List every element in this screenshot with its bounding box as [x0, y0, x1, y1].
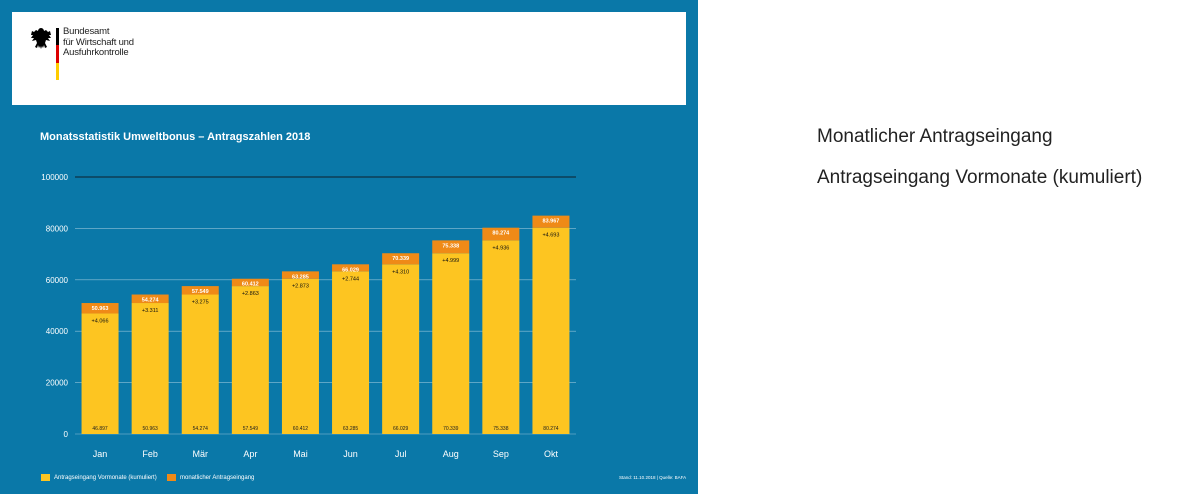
- bar-total-label: 83.967: [543, 219, 560, 225]
- bar-value-label: 50.963: [143, 426, 159, 432]
- bar-total-label: 66.029: [342, 267, 359, 273]
- bar-increment-label: +3.275: [192, 300, 209, 306]
- bar-cumulative: [482, 240, 520, 434]
- bar-monthly: [281, 271, 319, 279]
- chart-title: Monatsstatistik Umweltbonus – Antragszah…: [40, 131, 311, 143]
- legend-item-monthly: monatlicher Antragseingang: [167, 474, 254, 481]
- legend-swatch: [41, 474, 50, 481]
- bar-cumulative: [81, 313, 119, 434]
- bar-value-label: 75.338: [493, 426, 509, 432]
- brand-line: Ausfuhrkontrolle: [63, 47, 129, 58]
- bar-monthly: [532, 215, 570, 228]
- bar-cumulative: [181, 294, 219, 434]
- legend-item-cumulative: Antragseingang Vormonate (kumuliert): [41, 474, 157, 481]
- bar-cumulative: [532, 227, 570, 434]
- bar-increment-label: +4.999: [442, 258, 459, 264]
- bar-increment-label: +4.936: [492, 245, 509, 251]
- bar-increment-label: +2.863: [242, 291, 259, 297]
- bar-total-label: 60.412: [242, 282, 259, 288]
- bar-value-label: 66.029: [393, 426, 409, 432]
- bar-value-label: 46.897: [92, 426, 108, 432]
- bar-cumulative: [382, 264, 420, 434]
- bar-cumulative: [281, 278, 319, 434]
- bar-total-label: 75.338: [442, 243, 459, 249]
- bar-monthly: [231, 278, 269, 287]
- x-tick-label: Sep: [493, 449, 509, 459]
- bar-value-label: 54.274: [193, 426, 209, 432]
- source-note: Stand: 11.10.2018 | Quelle: BAFA: [619, 475, 687, 480]
- bar-total-label: 80.274: [492, 231, 510, 237]
- bar-chart: 0 20000 40000 60000 80000 100000 46.897 +4.066 5…: [41, 173, 576, 459]
- y-tick-label: 40000: [46, 327, 69, 336]
- bar-monthly: [482, 227, 520, 241]
- bar-monthly: [382, 253, 420, 265]
- bar-monthly: [81, 303, 119, 314]
- x-tick-label: Mai: [293, 449, 308, 459]
- brand-line: für Wirtschaft und: [63, 36, 134, 48]
- federal-eagle-icon: [31, 28, 51, 49]
- bar-monthly: [432, 240, 470, 254]
- legend-swatch: [167, 474, 176, 481]
- x-tick-label: Feb: [142, 449, 158, 459]
- y-tick-label: 100000: [41, 173, 68, 182]
- bar-cumulative: [432, 253, 470, 434]
- y-tick-label: 60000: [46, 276, 69, 285]
- side-label-monthly: Monatlicher Antragseingang: [817, 126, 1053, 147]
- bar-value-label: 63.285: [343, 426, 359, 432]
- x-tick-label: Apr: [243, 449, 257, 459]
- bar-total-label: 70.339: [392, 256, 409, 262]
- x-tick-label: Okt: [544, 449, 559, 459]
- bar-total-label: 50.963: [92, 306, 109, 312]
- x-tick-label: Mär: [193, 449, 209, 459]
- x-tick-label: Jan: [93, 449, 108, 459]
- bar-total-label: 54.274: [142, 298, 160, 304]
- bar-total-label: 57.549: [192, 289, 209, 295]
- bar-increment-label: +2.873: [292, 284, 309, 290]
- bar-value-label: 57.549: [243, 426, 259, 432]
- x-tick-label: Jul: [395, 449, 407, 459]
- x-tick-label: Aug: [443, 449, 459, 459]
- brand-name: Bundesamt für Wirtschaft und Ausfuhrkont…: [63, 26, 134, 59]
- bar-cumulative: [231, 286, 269, 434]
- y-tick-label: 20000: [46, 379, 69, 388]
- bar-cumulative: [131, 303, 169, 434]
- y-tick-label: 0: [64, 430, 69, 439]
- bar-increment-label: +4.066: [92, 318, 109, 324]
- header-box: [12, 12, 686, 105]
- legend-label: Antragseingang Vormonate (kumuliert): [54, 474, 157, 481]
- y-tick-label: 80000: [46, 224, 69, 233]
- bar-monthly: [131, 294, 169, 304]
- bar-increment-label: +2.744: [342, 276, 359, 282]
- x-tick-label: Jun: [343, 449, 358, 459]
- bar-value-label: 80.274: [543, 426, 559, 432]
- bar-increment-label: +4.310: [392, 269, 409, 275]
- flag-bar: [56, 28, 59, 80]
- bar-cumulative: [332, 271, 370, 434]
- bar-monthly: [181, 286, 219, 295]
- bar-value-label: 70.339: [443, 426, 459, 432]
- bar-value-label: 60.412: [293, 426, 309, 432]
- bar-increment-label: +3.311: [142, 308, 159, 314]
- side-label-cumulative: Antragseingang Vormonate (kumuliert): [817, 167, 1143, 188]
- legend-label: monatlicher Antragseingang: [180, 474, 255, 481]
- bar-monthly: [332, 264, 370, 272]
- bar-total-label: 63.285: [292, 274, 309, 280]
- brand-line: Bundesamt: [63, 26, 110, 37]
- bar-increment-label: +4.693: [542, 233, 559, 239]
